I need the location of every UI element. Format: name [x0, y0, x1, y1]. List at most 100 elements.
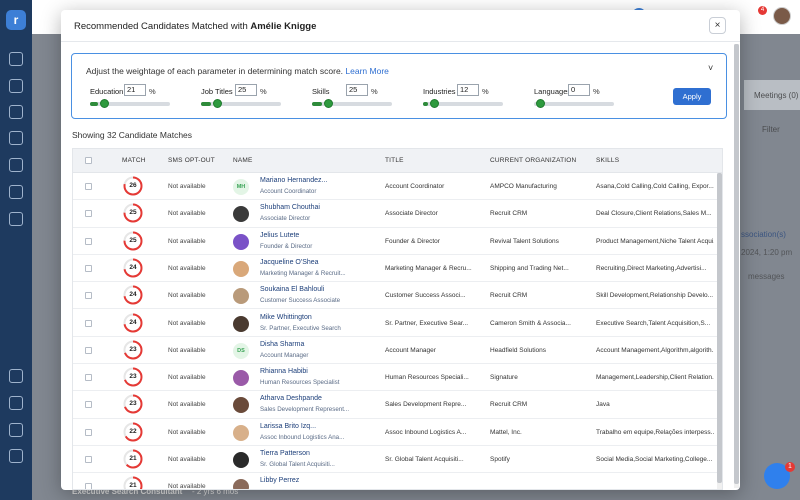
candidate-avatar[interactable]: MH: [233, 179, 249, 195]
match-score-ring: [123, 476, 143, 489]
table-row[interactable]: 23 Not available DS Disha Sharma Account Man…: [73, 337, 722, 365]
row-checkbox[interactable]: [85, 401, 92, 409]
candidate-avatar[interactable]: [233, 206, 249, 223]
candidate-name[interactable]: Jelius Lutete: [260, 231, 300, 239]
row-checkbox[interactable]: [85, 237, 92, 245]
candidate-name[interactable]: Shubham Chouthai: [260, 204, 320, 212]
candidate-name[interactable]: Atharva Deshpande: [260, 395, 322, 403]
param-value-input[interactable]: 0: [568, 84, 590, 96]
modal-scroll-thumb[interactable]: [734, 44, 739, 484]
candidate-name[interactable]: Mike Whittington: [260, 313, 312, 321]
user-avatar[interactable]: [773, 7, 791, 25]
select-all-checkbox[interactable]: [85, 157, 92, 164]
header-match[interactable]: MATCH: [122, 157, 146, 164]
candidate-name[interactable]: Disha Sharma: [260, 340, 305, 348]
table-row[interactable]: 26 Not available MH Mariano Hernandez... Acc…: [73, 173, 722, 201]
table-row[interactable]: 21 Not available Libby Perrez: [73, 473, 722, 489]
contacts-icon[interactable]: [9, 79, 23, 93]
param-slider[interactable]: [90, 99, 170, 108]
table-row[interactable]: 22 Not available Larissa Brito Izq... Assoc…: [73, 419, 722, 446]
param-slider[interactable]: [534, 99, 614, 108]
candidate-avatar[interactable]: [233, 288, 249, 305]
app-logo[interactable]: r: [6, 10, 26, 30]
row-checkbox[interactable]: [85, 456, 92, 463]
row-checkbox[interactable]: [85, 210, 92, 218]
calendar-icon[interactable]: [9, 212, 23, 226]
param-slider[interactable]: [201, 99, 281, 108]
learn-more-link[interactable]: Learn More: [345, 66, 389, 76]
candidate-avatar[interactable]: DS: [233, 342, 249, 359]
table-scrollbar[interactable]: [717, 173, 722, 489]
param-value-input[interactable]: 25: [346, 84, 368, 96]
candidate-avatar[interactable]: [233, 479, 249, 489]
table-row[interactable]: 24 Not available Soukaina El Bahlouli Custo…: [73, 282, 722, 310]
candidate-avatar[interactable]: [233, 233, 249, 250]
row-checkbox[interactable]: [85, 428, 92, 436]
candidate-name[interactable]: Jacqueline O'Shea: [260, 258, 319, 266]
candidate-name[interactable]: Tierra Patterson: [260, 450, 310, 457]
reports-icon[interactable]: [9, 396, 23, 410]
candidate-name[interactable]: Mariano Hernandez...: [260, 177, 328, 184]
table-row[interactable]: 24 Not available Jacqueline O'Shea Marketin…: [73, 255, 722, 283]
header-name[interactable]: NAME: [233, 157, 253, 164]
table-row[interactable]: 25 Not available Shubham Chouthai Associate…: [73, 200, 722, 228]
candidate-avatar[interactable]: [233, 260, 249, 277]
bg-job-card-meta: - 2 yrs 6 mos: [192, 487, 239, 496]
row-checkbox[interactable]: [85, 264, 92, 272]
param-slider[interactable]: [423, 99, 503, 108]
table-row[interactable]: 21 Not available Tierra Patterson Sr. Globa…: [73, 446, 722, 474]
candidate-subtitle: Human Resources Specialist: [260, 379, 340, 387]
header-sms[interactable]: SMS OPT-OUT: [168, 157, 215, 164]
candidate-name[interactable]: Larissa Brito Izq...: [260, 422, 317, 430]
param-value-input[interactable]: 21: [124, 84, 146, 96]
candidate-avatar[interactable]: [233, 424, 249, 441]
candidate-org: AMPCO Manufacturing: [490, 183, 557, 190]
table-row[interactable]: 23 Not available Rhianna Habibi Human Resou…: [73, 364, 722, 392]
slider-knob[interactable]: [213, 99, 222, 108]
apply-button[interactable]: Apply: [673, 88, 711, 105]
candidate-avatar[interactable]: [233, 397, 249, 414]
close-button[interactable]: ×: [709, 17, 726, 34]
billing-icon[interactable]: [9, 369, 23, 383]
jobs-icon[interactable]: [9, 158, 23, 172]
candidate-name[interactable]: Rhianna Habibi: [260, 368, 308, 376]
table-row[interactable]: 25 Not available Jelius Lutete Founder & Di…: [73, 228, 722, 255]
param-value-input[interactable]: 25: [235, 84, 257, 96]
candidate-subtitle: Sr. Global Talent Acquisiti...: [260, 461, 335, 468]
sms-optout: Not available: [168, 292, 206, 300]
modal-scrollbar[interactable]: [734, 44, 739, 488]
header-org[interactable]: CURRENT ORGANIZATION: [490, 157, 577, 164]
candidates-icon[interactable]: [9, 131, 23, 145]
chevron-up-icon[interactable]: ˅: [708, 63, 714, 73]
bg-association-label: ssociation(s): [741, 230, 786, 239]
candidate-avatar[interactable]: [233, 370, 249, 387]
candidate-name[interactable]: Libby Perrez: [260, 477, 300, 485]
email-icon[interactable]: [9, 185, 23, 199]
table-row[interactable]: 24 Not available Mike Whittington Sr. Partn…: [73, 310, 722, 337]
row-checkbox[interactable]: [85, 183, 92, 190]
match-score-ring: [123, 258, 143, 278]
param-slider[interactable]: [312, 99, 392, 108]
header-skills[interactable]: SKILLS: [596, 157, 620, 164]
companies-icon[interactable]: [9, 105, 23, 119]
docs-icon[interactable]: [9, 423, 23, 437]
table-row[interactable]: 23 Not available Atharva Deshpande Sales De…: [73, 391, 722, 419]
row-checkbox[interactable]: [85, 374, 92, 382]
dashboard-icon[interactable]: [9, 52, 23, 66]
candidate-org: Recruit CRM: [490, 292, 528, 300]
slider-knob[interactable]: [429, 99, 439, 108]
param-value-input[interactable]: 12: [457, 84, 479, 96]
slider-knob[interactable]: [536, 99, 545, 108]
candidate-name[interactable]: Soukaina El Bahlouli: [260, 286, 325, 294]
slider-knob[interactable]: [100, 99, 110, 108]
candidate-avatar[interactable]: [233, 452, 249, 468]
slider-knob[interactable]: [324, 99, 333, 108]
table-scroll-thumb[interactable]: [717, 173, 722, 483]
candidate-avatar[interactable]: [233, 315, 249, 332]
header-title[interactable]: TITLE: [385, 157, 404, 164]
settings-icon[interactable]: [9, 449, 23, 463]
row-checkbox[interactable]: [85, 483, 92, 489]
row-checkbox[interactable]: [85, 346, 92, 354]
row-checkbox[interactable]: [85, 292, 92, 300]
row-checkbox[interactable]: [85, 319, 92, 327]
